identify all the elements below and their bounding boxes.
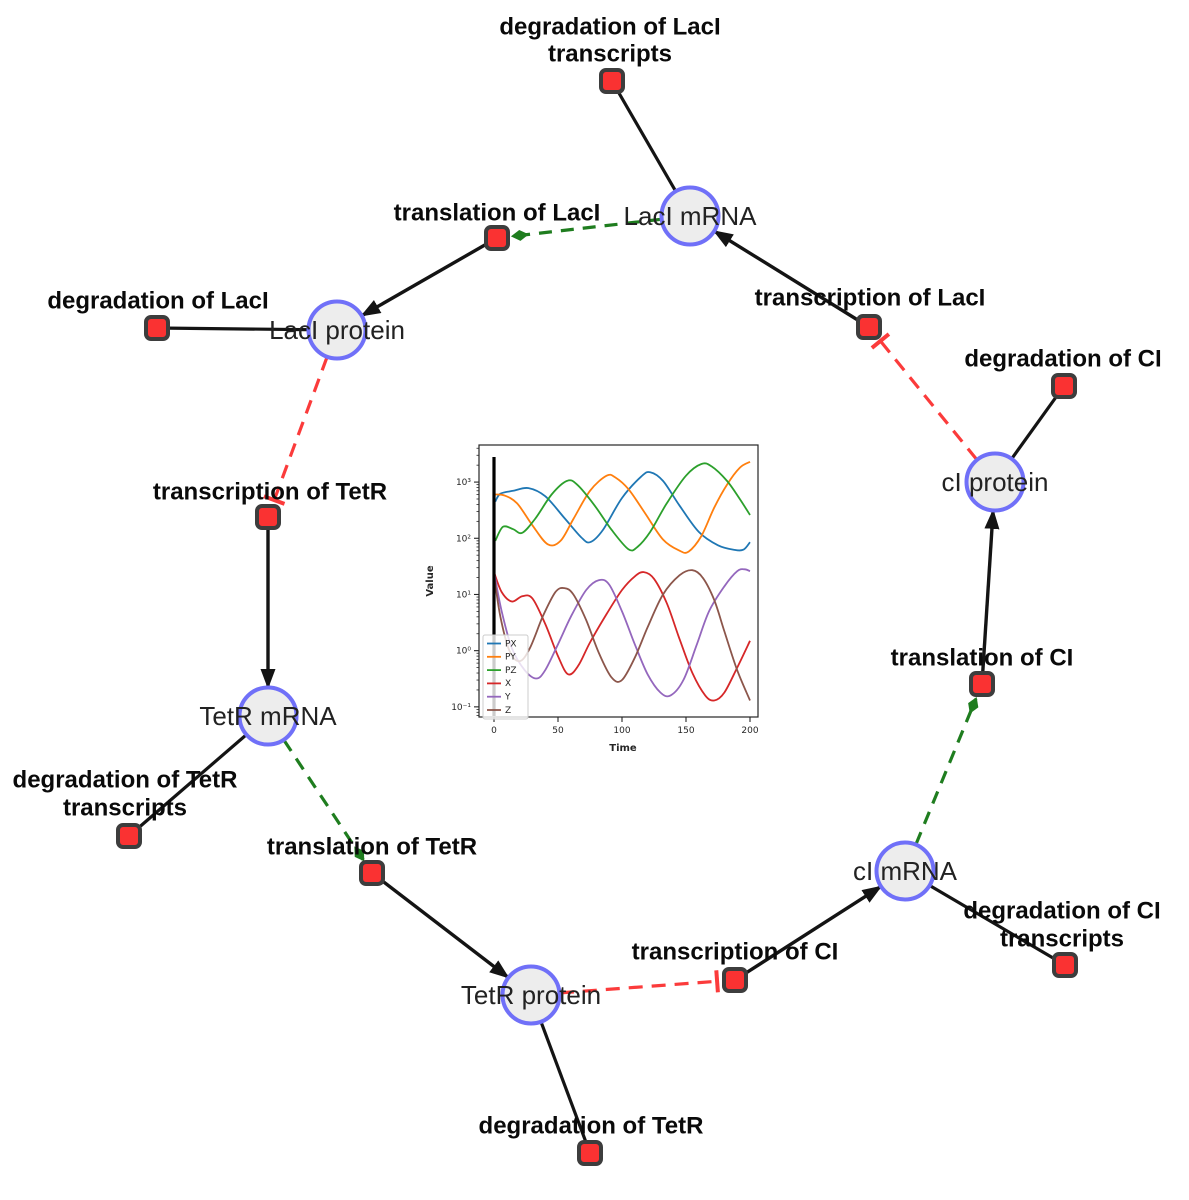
- reaction-node-transcription-ci[interactable]: [722, 967, 748, 993]
- label-transcription-tetr: transcription of TetR: [153, 479, 387, 506]
- x-tick-label: 50: [552, 726, 564, 736]
- label-transcription-laci: transcription of LacI: [755, 285, 986, 312]
- label-translation-laci: translation of LacI: [394, 200, 601, 227]
- legend-entry-X: X: [505, 679, 511, 689]
- x-tick-label: 150: [677, 726, 694, 736]
- edge-modifier-laci-mrna-to-translation: [510, 217, 662, 241]
- label-deg-tetr-transcripts-1: degradation of TetR: [13, 767, 238, 794]
- species-node-ci-protein[interactable]: [964, 451, 1026, 513]
- x-tick-label: 100: [613, 726, 630, 736]
- reaction-node-deg-laci-transcripts[interactable]: [599, 68, 625, 94]
- legend-entry-PZ: PZ: [505, 666, 517, 676]
- x-axis-label: Time: [609, 743, 637, 754]
- y-axis-label: Value: [425, 565, 436, 596]
- label-ci-protein: cI protein: [942, 467, 1049, 497]
- label-deg-laci: degradation of LacI: [47, 288, 268, 315]
- label-tetr-mrna: TetR mRNA: [199, 701, 337, 731]
- label-laci-protein: LacI protein: [269, 315, 405, 345]
- edge-product-translation-tetr-to-tetr-protein: [370, 871, 510, 979]
- reaction-node-translation-tetr[interactable]: [359, 860, 385, 886]
- label-deg-laci-transcripts-2: transcripts: [548, 41, 672, 68]
- edge-reactant-ci-mrna-degradation: [904, 869, 1066, 967]
- label-deg-tetr-transcripts-2: transcripts: [63, 795, 187, 822]
- label-deg-tetr: degradation of TetR: [479, 1113, 704, 1140]
- label-deg-laci-transcripts-1: degradation of LacI: [499, 14, 720, 41]
- label-transcription-ci: transcription of CI: [632, 939, 839, 966]
- reaction-node-deg-laci[interactable]: [144, 315, 170, 341]
- x-tick-label: 0: [491, 726, 497, 736]
- label-deg-ci-transcripts-1: degradation of CI: [963, 898, 1160, 925]
- chart-x-axis: 0 50 100 150 200: [491, 717, 759, 736]
- edge-product-translation-ci-to-ci-protein: [980, 508, 1000, 685]
- chart-series-Y: [493, 568, 751, 698]
- legend-entry-Z: Z: [505, 706, 511, 716]
- chart-series-PY: [495, 460, 751, 554]
- label-laci-mrna: LacI mRNA: [624, 201, 758, 231]
- edge-inhibition-tetr-protein-to-transcription-ci: [559, 979, 718, 995]
- species-node-ci-mrna[interactable]: [874, 840, 936, 902]
- reaction-node-deg-tetr[interactable]: [577, 1140, 603, 1166]
- legend-entry-Y: Y: [504, 693, 511, 703]
- edge-product-translation-laci-to-laci-protein: [360, 236, 498, 317]
- labels: degradation of LacI transcripts translat…: [13, 14, 1162, 1140]
- species-node-tetr-protein[interactable]: [500, 964, 562, 1026]
- y-tick-label: 10³: [456, 478, 471, 488]
- edge-inhibition-ci-protein-to-transcription-laci: [879, 339, 978, 461]
- edge-modifier-tetr-mrna-to-translation: [282, 739, 365, 862]
- label-ci-mrna: cI mRNA: [853, 856, 958, 886]
- chart-series-PZ: [494, 462, 751, 552]
- legend-entry-PX: PX: [505, 639, 517, 649]
- inhibition-tee-transcription-tetr: [263, 494, 286, 506]
- edge-inhibition-laci-protein-to-transcription-tetr: [272, 356, 329, 501]
- reaction-node-translation-laci[interactable]: [484, 225, 510, 251]
- chart-frame: [478, 444, 759, 718]
- chart-series-X: [493, 571, 751, 702]
- reaction-node-transcription-tetr[interactable]: [255, 504, 281, 530]
- chart-legend: PX PY PZ XYZ: [482, 634, 529, 720]
- chart-y-axis: 10⁻¹ 10⁰ 10¹ 10² 10³: [451, 447, 479, 716]
- label-tetr-protein: TetR protein: [461, 980, 601, 1010]
- label-translation-ci: translation of CI: [891, 645, 1074, 672]
- y-tick-label: 10⁻¹: [451, 703, 471, 713]
- species-node-tetr-mrna[interactable]: [237, 685, 299, 747]
- edge-product-transcription-ci-to-ci-mrna: [734, 885, 883, 982]
- inhibition-tee-transcription-laci: [870, 332, 891, 350]
- edge-product-transcription-laci-to-laci-mrna: [712, 229, 870, 329]
- chart-series-PX: [494, 471, 751, 552]
- reaction-node-deg-ci[interactable]: [1051, 373, 1077, 399]
- reaction-node-translation-ci[interactable]: [969, 671, 995, 697]
- reaction-nodes: [116, 68, 1078, 1166]
- chart-curves: [493, 460, 751, 702]
- species-nodes: [237, 185, 1026, 1026]
- edge-reactant-tetr-mrna-degradation: [127, 714, 270, 838]
- label-deg-ci: degradation of CI: [964, 346, 1161, 373]
- reaction-node-transcription-laci[interactable]: [856, 314, 882, 340]
- species-node-laci-protein[interactable]: [306, 299, 368, 361]
- species-node-laci-mrna[interactable]: [659, 185, 721, 247]
- x-tick-label: 200: [741, 726, 758, 736]
- label-translation-tetr: translation of TetR: [267, 834, 477, 861]
- reaction-node-deg-tetr-transcripts[interactable]: [116, 823, 142, 849]
- y-tick-label: 10²: [456, 534, 471, 544]
- inhibition-tee-transcription-ci: [714, 970, 720, 993]
- legend-entry-PY: PY: [505, 653, 516, 663]
- edge-modifier-ci-mrna-to-translation: [914, 696, 979, 845]
- y-tick-label: 10⁰: [456, 647, 471, 657]
- y-tick-label: 10¹: [456, 590, 471, 600]
- reaction-node-deg-ci-transcripts[interactable]: [1052, 952, 1078, 978]
- label-deg-ci-transcripts-2: transcripts: [1000, 926, 1124, 953]
